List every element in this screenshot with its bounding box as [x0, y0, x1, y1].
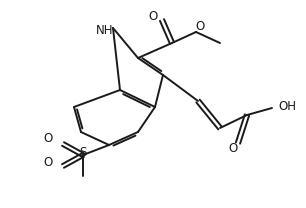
- Text: O: O: [43, 156, 53, 170]
- Text: NH: NH: [96, 24, 114, 36]
- Text: O: O: [43, 131, 53, 145]
- Text: O: O: [228, 141, 238, 155]
- Text: OH: OH: [278, 100, 296, 114]
- Text: O: O: [148, 10, 158, 22]
- Text: S: S: [79, 146, 87, 158]
- Text: O: O: [195, 21, 205, 33]
